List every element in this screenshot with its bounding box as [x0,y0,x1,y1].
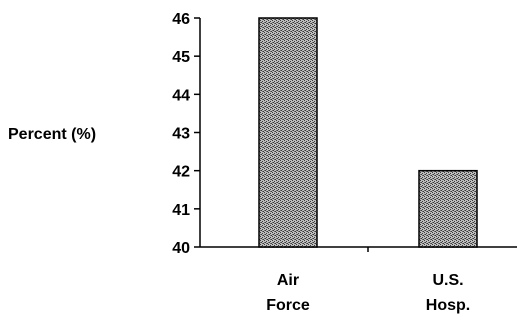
x-tick-label: U.S. [432,272,463,289]
y-tick-label: 42 [172,164,190,181]
x-tick-label: Force [266,297,310,314]
bar-1 [418,169,478,248]
plot-area: 40 41 42 43 44 45 46 Air Force U.S. Hosp. [172,11,517,314]
y-tick-label: 43 [172,126,190,143]
y-tick-label: 45 [172,49,190,66]
y-tick-label: 41 [172,202,190,219]
bar-0 [258,17,318,248]
y-tick-label: 44 [172,87,190,104]
y-axis-label: Percent (%) [8,126,96,143]
y-tick-label: 46 [172,11,190,28]
x-tick-label: Air [277,272,299,289]
x-tick-label: Hosp. [426,297,470,314]
y-tick-label: 40 [172,240,190,257]
